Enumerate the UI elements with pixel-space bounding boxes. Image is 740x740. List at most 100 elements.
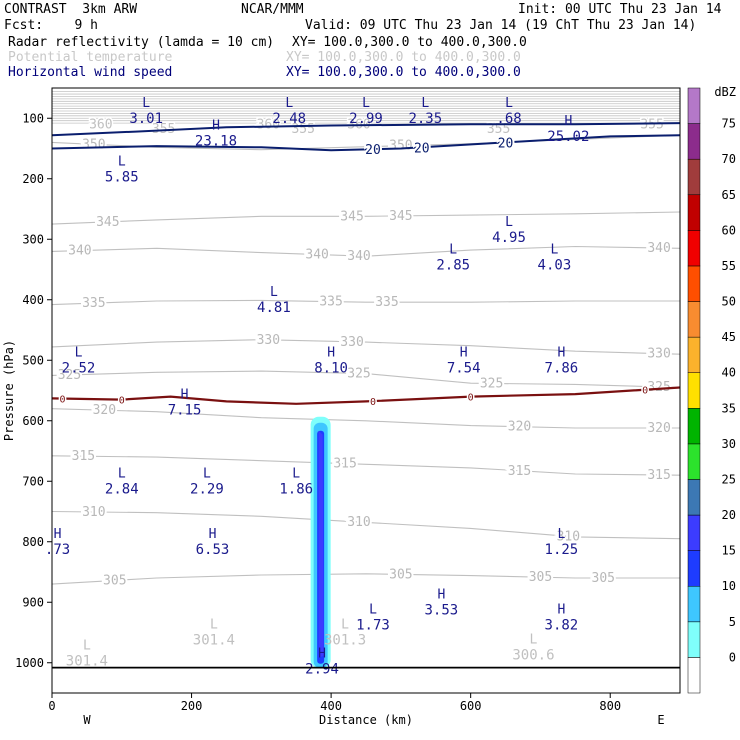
colorbar-level-label: 30 bbox=[722, 437, 736, 451]
wind-speed-label: 20 bbox=[365, 143, 381, 158]
colorbar-level-label: 55 bbox=[722, 259, 736, 273]
west-label: W bbox=[83, 713, 91, 727]
extremum-value: 4.03 bbox=[538, 257, 572, 273]
colorbar-level-label: 0 bbox=[729, 650, 736, 664]
theta-label: 350 bbox=[389, 139, 412, 154]
extremum-value: 3.01 bbox=[129, 111, 163, 127]
y-tick-label: 1000 bbox=[15, 656, 44, 670]
theta-label: 310 bbox=[82, 505, 105, 520]
extremum-value: 23.18 bbox=[195, 133, 237, 149]
theta-contour bbox=[52, 211, 680, 225]
colorbar-swatch bbox=[687, 158, 701, 196]
theta-label: 345 bbox=[96, 215, 119, 230]
extremum-value: 7.86 bbox=[545, 360, 579, 376]
theta-label: 340 bbox=[347, 249, 370, 264]
extremum-value: 301.4 bbox=[66, 654, 108, 670]
high-marker: H bbox=[327, 345, 335, 360]
field-label-reflectivity: Radar reflectivity (lamda = 10 cm) bbox=[8, 35, 275, 50]
x-tick-label: 0 bbox=[48, 699, 55, 713]
theta-label: 335 bbox=[375, 295, 398, 310]
extremum-value: 5.85 bbox=[105, 170, 139, 186]
colorbar-swatch bbox=[687, 194, 701, 231]
y-tick-label: 700 bbox=[22, 474, 44, 488]
y-tick-label: 600 bbox=[22, 414, 44, 428]
colorbar-swatch bbox=[687, 408, 701, 445]
x-tick-label: 800 bbox=[599, 699, 621, 713]
low-marker: L bbox=[505, 215, 513, 230]
theta-label: 315 bbox=[508, 464, 531, 479]
theta-contour bbox=[52, 370, 680, 389]
theta-label: 325 bbox=[647, 380, 670, 395]
extremum-value: 301.4 bbox=[193, 633, 235, 649]
colorbar-level-label: 50 bbox=[722, 295, 736, 309]
theta-label: 320 bbox=[93, 403, 116, 418]
colorbar-swatch bbox=[687, 585, 701, 623]
extremum-value: 4.81 bbox=[257, 300, 291, 316]
refl-20dbz bbox=[318, 430, 324, 658]
low-marker: L bbox=[341, 618, 349, 633]
colorbar-swatch bbox=[687, 443, 701, 480]
theta-label: 315 bbox=[647, 468, 670, 483]
theta-label: 305 bbox=[103, 573, 126, 588]
colorbar-level-label: 60 bbox=[722, 223, 736, 237]
extremum-value: 2.84 bbox=[105, 481, 139, 497]
extremum-value: 2.35 bbox=[408, 111, 442, 127]
x-tick-label: 200 bbox=[181, 699, 203, 713]
colorbar-swatch bbox=[687, 336, 701, 373]
theta-label: 335 bbox=[82, 296, 105, 311]
y-tick-label: 800 bbox=[22, 535, 44, 549]
colorbar-level-label: 70 bbox=[722, 152, 736, 166]
header-init: Init: 00 UTC Thu 23 Jan 14 bbox=[518, 2, 722, 17]
theta-label: 340 bbox=[305, 247, 328, 262]
theta-label: 345 bbox=[389, 209, 412, 224]
extremum-value: 2.94 bbox=[305, 662, 339, 678]
low-marker: L bbox=[75, 345, 83, 360]
theta-contour bbox=[52, 455, 680, 476]
theta-label: 320 bbox=[508, 420, 531, 435]
colorbar-swatch bbox=[687, 479, 701, 516]
header-fcst: Fcst: 9 h bbox=[4, 18, 98, 33]
field-xy-wind: XY= 100.0,300.0 to 400.0,300.0 bbox=[286, 65, 521, 80]
wind-speed-label: 20 bbox=[498, 136, 514, 151]
theta-label: 325 bbox=[58, 368, 81, 383]
extremum-value: 7.15 bbox=[168, 403, 202, 419]
high-marker: H bbox=[212, 118, 220, 133]
extremum-value: 25.02 bbox=[547, 129, 589, 145]
y-tick-label: 400 bbox=[22, 293, 44, 307]
theta-contour bbox=[52, 339, 680, 355]
colorbar-swatch bbox=[687, 87, 701, 124]
low-marker: L bbox=[550, 242, 558, 257]
upper-theta-label: 360 bbox=[89, 117, 112, 132]
colorbar-swatch bbox=[687, 550, 701, 587]
extremum-value: 1.73 bbox=[356, 617, 390, 633]
extremum-value: 3.53 bbox=[425, 602, 459, 618]
colorbar-level-label: 65 bbox=[722, 188, 736, 202]
colorbar-level-label: 40 bbox=[722, 366, 736, 380]
theta-label: 325 bbox=[480, 376, 503, 391]
theta-contour bbox=[52, 510, 680, 540]
extremum-value: 8.10 bbox=[314, 360, 348, 376]
zero-dbz-label: 0 bbox=[370, 397, 376, 408]
wind-speed-label: 20 bbox=[414, 141, 430, 156]
low-marker: L bbox=[530, 633, 538, 648]
colorbar-level-label: 75 bbox=[722, 117, 736, 131]
extremum-value: 2.85 bbox=[436, 257, 470, 273]
theta-label: 330 bbox=[340, 335, 363, 350]
extremum-value: 2.99 bbox=[349, 111, 383, 127]
x-tick-label: 400 bbox=[320, 699, 342, 713]
theta-label: 305 bbox=[529, 570, 552, 585]
header-org: NCAR/MMM bbox=[241, 2, 304, 17]
zero-dbz-label: 0 bbox=[59, 395, 65, 406]
header-valid: Valid: 09 UTC Thu 23 Jan 14 (19 ChT Thu … bbox=[305, 18, 697, 33]
high-marker: H bbox=[181, 388, 189, 403]
field-label-wind: Horizontal wind speed bbox=[8, 65, 173, 80]
colorbar-swatch bbox=[687, 301, 701, 338]
low-marker: L bbox=[118, 466, 126, 481]
colorbar-level-label: 15 bbox=[722, 544, 736, 558]
colorbar-swatch bbox=[687, 123, 701, 160]
low-marker: L bbox=[203, 466, 211, 481]
high-marker: H bbox=[557, 345, 565, 360]
low-marker: L bbox=[285, 96, 293, 111]
y-tick-label: 900 bbox=[22, 595, 44, 609]
